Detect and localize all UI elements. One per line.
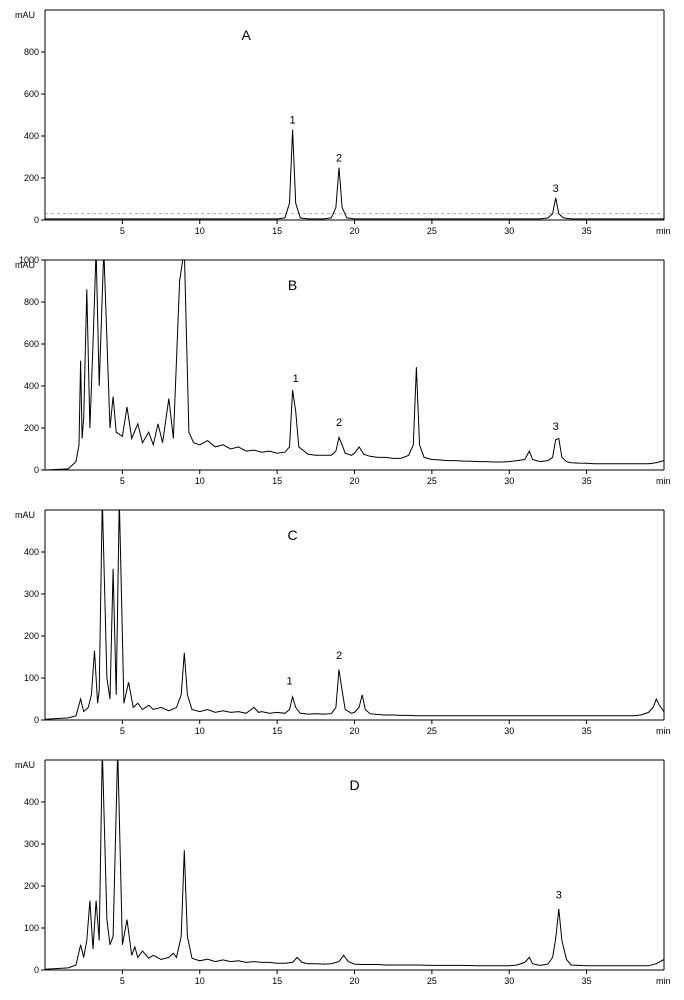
- x-tick-label: 30: [504, 226, 514, 236]
- panel-label-A: A: [242, 27, 252, 43]
- x-axis-label: min: [656, 476, 671, 486]
- panel-B: 02004006008001000mAU5101520253035minB123: [0, 250, 684, 500]
- y-tick-label: 200: [24, 423, 39, 433]
- x-tick-label: 15: [272, 226, 282, 236]
- x-tick-label: 15: [272, 476, 282, 486]
- x-tick-label: 25: [427, 726, 437, 736]
- x-tick-label: 5: [120, 976, 125, 986]
- x-tick-label: 20: [349, 976, 359, 986]
- y-tick-label: 400: [24, 547, 39, 557]
- y-tick-label: 200: [24, 173, 39, 183]
- x-tick-label: 30: [504, 976, 514, 986]
- y-tick-label: 600: [24, 339, 39, 349]
- x-tick-label: 35: [582, 226, 592, 236]
- x-tick-label: 25: [427, 476, 437, 486]
- panel-label-C: C: [288, 527, 298, 543]
- x-tick-label: 25: [427, 226, 437, 236]
- x-tick-label: 35: [582, 476, 592, 486]
- peak-label-2: 2: [336, 650, 342, 662]
- panel-label-D: D: [349, 777, 359, 793]
- x-tick-label: 20: [349, 226, 359, 236]
- panel-D: 0 100 200 300 400 mAU 5 10 15 20 25 30 35 min D 3: [0, 750, 684, 1000]
- x-tick-label: 30: [504, 476, 514, 486]
- y-tick-label: 400: [24, 381, 39, 391]
- x-tick-label: 5: [120, 476, 125, 486]
- y-tick-label: 200: [24, 881, 39, 891]
- y-tick-label: 300: [24, 839, 39, 849]
- peak-label-1: 1: [293, 373, 299, 385]
- chromatogram-panel-B: 02004006008001000mAU5101520253035minB123: [0, 250, 684, 500]
- x-tick-label: 30: [504, 726, 514, 736]
- peak-label-1: 1: [290, 115, 296, 127]
- y-tick-label: 0: [34, 465, 39, 475]
- y-tick-label: 300: [24, 589, 39, 599]
- y-axis-label: mAU: [15, 760, 35, 770]
- x-tick-label: 10: [195, 476, 205, 486]
- y-axis-label: mAU: [15, 10, 35, 20]
- peak-label-3: 3: [553, 183, 559, 195]
- chromatogram-panel-D: 0 100 200 300 400 mAU 5 10 15 20 25 30 35 min D 3: [0, 750, 684, 1000]
- x-tick-label: 10: [195, 226, 205, 236]
- x-tick-label: 15: [272, 726, 282, 736]
- peak-label-2: 2: [336, 152, 342, 164]
- x-axis-label: min: [656, 726, 671, 736]
- x-tick-label: 10: [195, 976, 205, 986]
- chromatogram-panel-A: 0 200 400 600 800 mAU 5 10 15 20 25 30 35 min A 1 2 3: [0, 0, 684, 250]
- y-tick-label: 200: [24, 631, 39, 641]
- chromatogram-panel-C: 0 100 200 300 400 mAU 5 10 15 20 25 30 35 min C 1 2: [0, 500, 684, 750]
- x-tick-label: 25: [427, 976, 437, 986]
- panel-label-B: B: [288, 277, 297, 293]
- y-tick-label: 600: [24, 89, 39, 99]
- peak-label-1: 1: [286, 675, 292, 687]
- y-tick-label: 100: [24, 923, 39, 933]
- panel-A: 0 200 400 600 800 mAU 5 10 15 20 25 30 35 min A 1 2 3: [0, 0, 684, 250]
- peak-label-2: 2: [336, 417, 342, 429]
- y-tick-label: 0: [34, 965, 39, 975]
- x-tick-label: 20: [349, 726, 359, 736]
- x-axis-label: min: [656, 976, 671, 986]
- y-axis-label: mAU: [15, 510, 35, 520]
- panel-C: 0 100 200 300 400 mAU 5 10 15 20 25 30 35 min C 1 2: [0, 500, 684, 750]
- x-tick-label: 35: [582, 726, 592, 736]
- y-tick-label: 800: [24, 47, 39, 57]
- x-axis-label: min: [656, 226, 671, 236]
- y-tick-label: 0: [34, 715, 39, 725]
- peak-label-3: 3: [556, 890, 562, 902]
- y-tick-label: 800: [24, 297, 39, 307]
- y-axis-label: mAU: [15, 260, 35, 270]
- x-tick-label: 5: [120, 226, 125, 236]
- peak-label-3: 3: [553, 421, 559, 433]
- x-tick-label: 5: [120, 726, 125, 736]
- chromatogram-stack: 0200400600800mAU5101520253035minA1230200…: [0, 0, 684, 1000]
- y-tick-label: 400: [24, 131, 39, 141]
- x-tick-label: 10: [195, 726, 205, 736]
- y-tick-label: 0: [34, 215, 39, 225]
- y-tick-label: 100: [24, 673, 39, 683]
- x-tick-label: 35: [582, 976, 592, 986]
- x-tick-label: 20: [349, 476, 359, 486]
- x-tick-label: 15: [272, 976, 282, 986]
- y-tick-label: 400: [24, 797, 39, 807]
